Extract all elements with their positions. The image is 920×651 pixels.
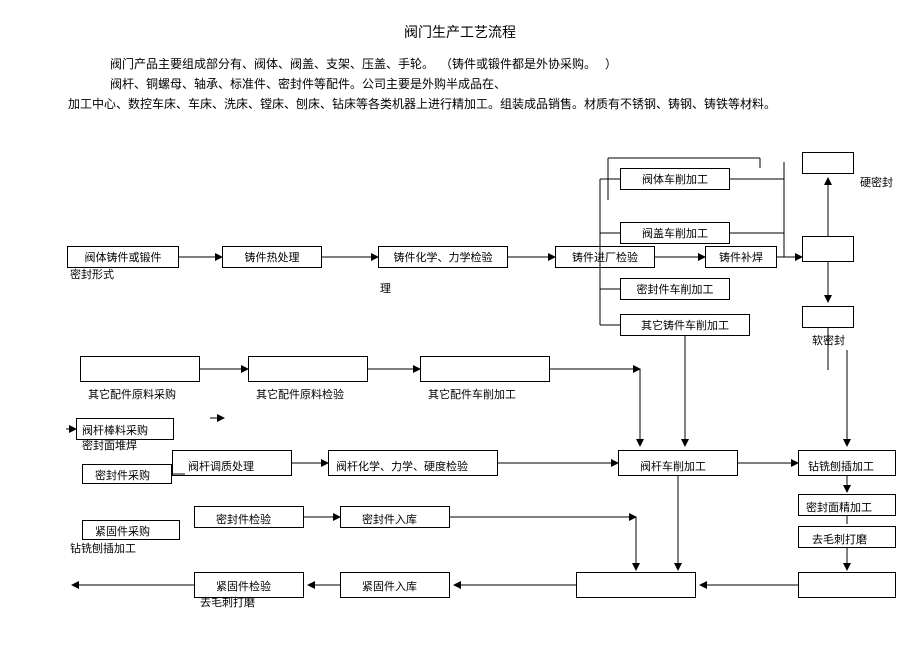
label-seal-inspect: 密封件检验 <box>216 511 271 527</box>
label-li: 理 <box>380 280 391 296</box>
label-seal-buy: 密封件采购 <box>95 467 150 483</box>
intro-line-1: 阀门产品主要组成部分有、阀体、阀盖、支架、压盖、手轮。 （铸件或锻件都是外协采购… <box>110 56 617 72</box>
node-seal-turning: 密封件车削加工 <box>620 278 730 300</box>
label-other-raw-buy: 其它配件原料采购 <box>88 386 176 402</box>
label-deburr-2: 去毛刺打磨 <box>812 531 867 547</box>
node-heat-treat: 铸件热处理 <box>222 246 322 268</box>
label-fastener-store: 紧固件入库 <box>362 578 417 594</box>
node-other-cast-turning: 其它铸件车削加工 <box>620 314 750 336</box>
node-final <box>798 572 896 598</box>
intro-line-2: 阀杆、铜螺母、轴承、标准件、密封件等配件。公司主要是外购半成品在、 <box>110 76 506 92</box>
label-drill-mill-2: 钻铣刨插加工 <box>70 540 136 556</box>
node-cover-turning: 阀盖车削加工 <box>620 222 730 244</box>
label-other-turning: 其它配件车削加工 <box>428 386 516 402</box>
label-deburr: 去毛刺打磨 <box>200 594 255 610</box>
label-stem-inspect: 阀杆化学、力学、硬度检验 <box>336 458 468 474</box>
label-other-raw-inspect: 其它配件原料检验 <box>256 386 344 402</box>
page-title: 阀门生产工艺流程 <box>0 22 920 42</box>
label-stem-temper: 阀杆调质处理 <box>188 458 254 474</box>
node-incoming-inspect: 铸件进厂检验 <box>555 246 655 268</box>
node-assembly <box>576 572 696 598</box>
node-other-turning <box>420 356 550 382</box>
label-seal-face: 密封面精加工 <box>806 499 872 515</box>
diagram-canvas: 阀门生产工艺流程 阀门产品主要组成部分有、阀体、阀盖、支架、压盖、手轮。 （铸件… <box>0 0 920 651</box>
label-stem-turning: 阀杆车削加工 <box>640 458 706 474</box>
label-fastener-inspect: 紧固件检验 <box>216 578 271 594</box>
label-seal-weld: 密封面堆焊 <box>82 437 137 453</box>
node-hard-seal <box>802 152 854 174</box>
node-other-raw-buy <box>80 356 200 382</box>
label-hard-seal: 硬密封 <box>860 174 893 190</box>
label-stem-raw: 阀杆棒料采购 <box>82 422 148 438</box>
label-drill-mill: 钻铣刨插加工 <box>808 458 874 474</box>
node-chem-mech: 铸件化学、力学检验 <box>378 246 508 268</box>
label-fastener-buy: 紧固件采购 <box>95 523 150 539</box>
intro-line-3: 加工中心、数控车床、车床、洗床、镗床、刨床、钻床等各类机器上进行精加工。组装成品… <box>68 96 776 112</box>
node-mid-seal <box>802 236 854 262</box>
label-seal-store: 密封件入库 <box>362 511 417 527</box>
node-casting: 阀体铸件或锻件 <box>67 246 179 268</box>
node-body-turning: 阀体车削加工 <box>620 168 730 190</box>
node-repair-weld: 铸件补焊 <box>705 246 777 268</box>
node-other-raw-inspect <box>248 356 368 382</box>
label-seal-form: 密封形式 <box>70 266 114 282</box>
node-soft-seal <box>802 306 854 328</box>
label-soft-seal: 软密封 <box>812 332 845 348</box>
